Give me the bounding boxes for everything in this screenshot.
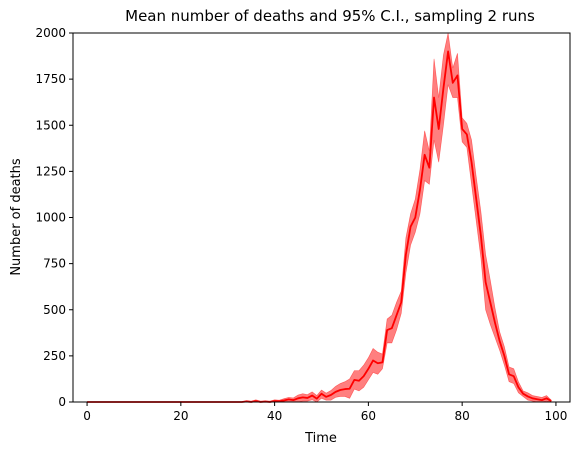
data-point [523, 393, 524, 394]
data-point [447, 51, 448, 52]
y-tick-label: 1250 [35, 164, 66, 178]
data-point [321, 393, 322, 394]
plot-background [73, 33, 570, 402]
x-tick-label: 20 [173, 409, 188, 423]
data-point [358, 380, 359, 381]
plot-frame [72, 32, 571, 403]
data-point [363, 376, 364, 377]
x-tick-label: 0 [83, 409, 91, 423]
y-tick-label: 0 [58, 395, 66, 409]
data-point [485, 281, 486, 282]
x-tick-label: 100 [544, 409, 567, 423]
data-point [471, 162, 472, 163]
chart-title: Mean number of deaths and 95% C.I., samp… [125, 7, 535, 25]
x-tick-label: 60 [361, 409, 376, 423]
data-point [368, 368, 369, 369]
data-point [419, 189, 420, 190]
y-tick-label: 250 [43, 349, 66, 363]
x-tick-label: 80 [455, 409, 470, 423]
y-tick-label: 500 [43, 303, 66, 317]
data-point [335, 391, 336, 392]
data-point [302, 397, 303, 398]
data-point [354, 379, 355, 380]
y-axis-label: Number of deaths [9, 158, 24, 276]
y-tick-label: 1000 [35, 211, 66, 225]
data-point [546, 398, 547, 399]
data-point [410, 226, 411, 227]
data-point [429, 167, 430, 168]
data-point [312, 395, 313, 396]
data-point [513, 376, 514, 377]
data-point [424, 154, 425, 155]
plot-area [73, 32, 570, 403]
data-point [307, 397, 308, 398]
data-point [387, 329, 388, 330]
data-point [401, 302, 402, 303]
data-point [476, 198, 477, 199]
x-tick-label: 40 [267, 409, 282, 423]
data-point [349, 388, 350, 389]
data-point [293, 400, 294, 401]
data-point [283, 400, 284, 401]
data-point [480, 235, 481, 236]
data-point [344, 388, 345, 389]
y-tick-label: 1500 [35, 118, 66, 132]
data-point [288, 399, 289, 400]
data-point [490, 302, 491, 303]
data-point [377, 363, 378, 364]
data-point [537, 399, 538, 400]
data-point [443, 88, 444, 89]
y-axis: 0 250 500 750 1000 1250 1500 1750 2000 [35, 26, 73, 409]
data-point [457, 75, 458, 76]
x-axis-label: Time [304, 431, 337, 446]
data-point [297, 398, 298, 399]
data-point [494, 322, 495, 323]
data-point [415, 217, 416, 218]
data-point [326, 396, 327, 397]
data-point [518, 387, 519, 388]
data-point [433, 97, 434, 98]
data-point [466, 134, 467, 135]
data-point [382, 362, 383, 363]
data-point [499, 341, 500, 342]
data-point [508, 374, 509, 375]
data-point [316, 398, 317, 399]
data-point [504, 355, 505, 356]
data-point [330, 394, 331, 395]
data-point [462, 128, 463, 129]
data-point [396, 315, 397, 316]
data-point [391, 328, 392, 329]
data-point [541, 400, 542, 401]
data-point [340, 389, 341, 390]
y-tick-label: 2000 [35, 26, 66, 40]
y-tick-label: 1750 [35, 72, 66, 86]
data-point [532, 398, 533, 399]
data-point [438, 128, 439, 129]
y-tick-label: 750 [43, 257, 66, 271]
data-point [527, 396, 528, 397]
data-point [405, 254, 406, 255]
data-point [372, 360, 373, 361]
data-point [452, 82, 453, 83]
x-axis: 0 20 40 60 80 100 [83, 402, 567, 423]
